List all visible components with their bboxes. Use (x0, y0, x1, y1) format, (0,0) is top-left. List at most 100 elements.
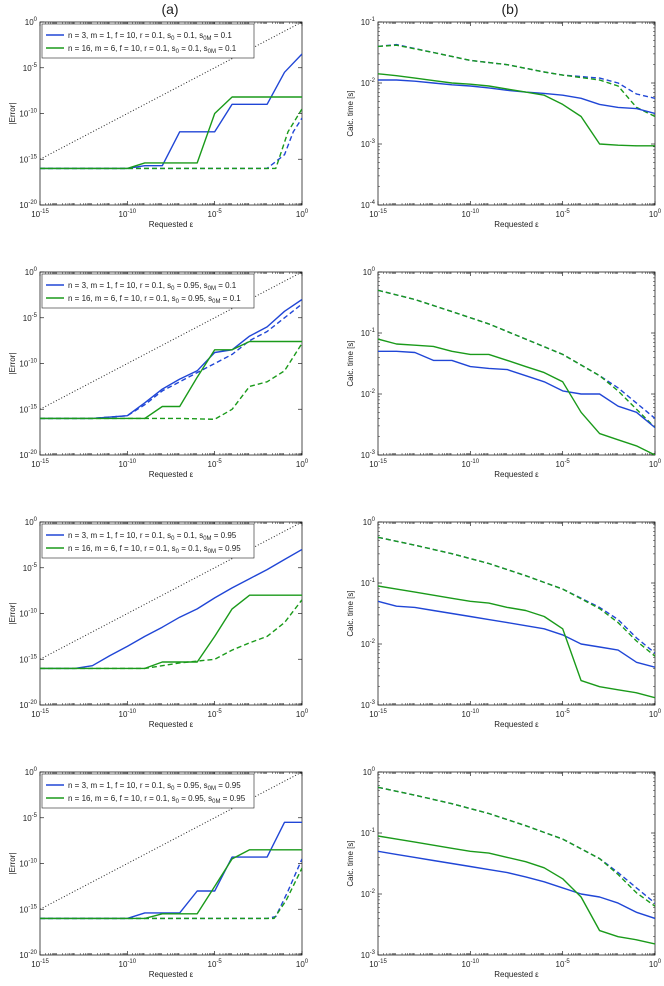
y-tick-label: 10-1 (361, 578, 376, 588)
x-tick-label: 10-15 (369, 959, 387, 969)
x-axis-label: Requested ε (494, 470, 539, 479)
x-axis-label: Requested ε (149, 720, 194, 729)
x-tick-label: 10-5 (208, 459, 223, 469)
y-tick-label: 10-1 (361, 17, 376, 27)
y-tick-label: 10-3 (361, 139, 376, 149)
y-axis-label: Calc. time [s] (346, 90, 355, 136)
x-tick-label: 10-5 (208, 709, 223, 719)
series-line-reference (40, 272, 302, 410)
y-axis-label: |Error| (8, 853, 17, 875)
x-tick-label: 10-10 (119, 709, 137, 719)
series-line-blue-solid (378, 350, 655, 429)
series-line-green-dashed (378, 536, 655, 657)
x-tick-label: 10-15 (31, 209, 49, 219)
y-tick-label: 10-10 (19, 859, 37, 869)
x-tick-label: 100 (649, 959, 662, 969)
y-axis-label: |Error| (8, 103, 17, 125)
series-line-green-dashed (378, 289, 655, 429)
x-tick-label: 10-5 (208, 209, 223, 219)
chart-panel-1a: 10-15 10-10 10-5 10010-2010-1510-1010-5100R… (8, 17, 309, 229)
y-tick-label: 10-20 (19, 200, 37, 210)
x-tick-label: 100 (296, 709, 309, 719)
x-tick-label: 100 (649, 459, 662, 469)
y-tick-label: 10-1 (361, 828, 376, 838)
y-tick-label: 10-2 (361, 78, 376, 88)
y-tick-label: 10-20 (19, 950, 37, 960)
y-tick-label: 100 (363, 767, 376, 777)
y-tick-label: 10-2 (361, 889, 376, 899)
y-tick-label: 10-4 (361, 200, 376, 210)
y-tick-label: 10-15 (19, 904, 37, 914)
x-tick-label: 10-5 (208, 959, 223, 969)
x-tick-label: 100 (649, 209, 662, 219)
x-tick-label: 10-15 (369, 459, 387, 469)
x-tick-label: 100 (296, 959, 309, 969)
series-line-blue-solid (40, 548, 302, 670)
x-tick-label: 10-15 (31, 959, 49, 969)
y-tick-label: 100 (363, 267, 376, 277)
legend-entry: n = 16, m = 6, f = 10, r = 0.1, s0 = 0.9… (68, 794, 246, 805)
legend-entry: n = 16, m = 6, f = 10, r = 0.1, s0 = 0.9… (68, 294, 241, 305)
plot-area-frame (377, 771, 656, 956)
x-tick-label: 10-10 (119, 959, 137, 969)
y-tick-label: 100 (25, 267, 38, 277)
legend-entry: n = 3, m = 1, f = 10, r = 0.1, s0 = 0.1,… (68, 531, 237, 542)
x-tick-label: 100 (296, 209, 309, 219)
y-tick-label: 100 (363, 517, 376, 527)
series-line-blue-solid (40, 53, 302, 170)
y-tick-label: 10-5 (23, 63, 38, 73)
series-line-blue-solid (378, 850, 655, 920)
y-tick-label: 10-3 (361, 700, 376, 710)
series-line-reference (40, 772, 302, 910)
x-tick-label: 10-5 (556, 709, 571, 719)
x-tick-label: 10-15 (31, 709, 49, 719)
column-label-a: (a) (161, 1, 178, 17)
y-tick-label: 100 (25, 767, 38, 777)
y-tick-label: 10-15 (19, 654, 37, 664)
legend-box (41, 773, 255, 809)
y-tick-label: 100 (25, 517, 38, 527)
y-axis-label: Calc. time [s] (346, 840, 355, 886)
y-tick-label: 100 (25, 17, 38, 27)
x-tick-label: 10-15 (369, 209, 387, 219)
x-axis-label: Requested ε (494, 220, 539, 229)
chart-panel-2a: 10-15 10-10 10-5 10010-2010-1510-1010-5100R… (8, 267, 309, 479)
plot-area-frame (377, 521, 656, 706)
y-axis-label: Calc. time [s] (346, 340, 355, 386)
series-line-blue-solid (40, 298, 302, 420)
x-tick-label: 10-10 (462, 959, 480, 969)
series-line-green-solid (378, 73, 655, 147)
legend-entry: n = 3, m = 1, f = 10, r = 0.1, s0 = 0.1,… (68, 31, 232, 42)
y-tick-label: 10-5 (23, 313, 38, 323)
series-line-green-dashed (40, 343, 302, 420)
chart-panel-4a: 10-15 10-10 10-5 10010-2010-1510-1010-5100R… (8, 767, 309, 979)
x-axis-label: Requested ε (149, 470, 194, 479)
legend-entry: n = 16, m = 6, f = 10, r = 0.1, s0 = 0.1… (68, 44, 237, 55)
series-line-blue-solid (40, 821, 302, 920)
x-axis-label: Requested ε (494, 720, 539, 729)
chart-panel-4b: 10-15 10-10 10-5 100 10-3 10-2 10-1 100 Requeste… (346, 767, 662, 979)
legend-box (41, 523, 255, 559)
y-tick-label: 10-1 (361, 328, 376, 338)
x-axis-label: Requested ε (149, 970, 194, 979)
column-label-b: (b) (501, 1, 518, 17)
x-tick-label: 10-10 (119, 209, 137, 219)
legend-box (41, 23, 255, 59)
series-line-green-dashed (40, 108, 302, 170)
y-tick-label: 10-10 (19, 109, 37, 119)
series-line-reference (40, 522, 302, 660)
y-axis-label: Calc. time [s] (346, 590, 355, 636)
x-tick-label: 10-15 (31, 459, 49, 469)
legend-entry: n = 3, m = 1, f = 10, r = 0.1, s0 = 0.95… (68, 781, 241, 792)
series-line-blue-dashed (40, 303, 302, 420)
x-tick-label: 10-10 (462, 709, 480, 719)
series-line-reference (40, 22, 302, 160)
y-tick-label: 10-15 (19, 404, 37, 414)
series-line-green-dashed (40, 599, 302, 670)
series-line-green-dashed (378, 44, 655, 118)
series-line-green-solid (378, 585, 655, 699)
chart-panel-1b: 10-15 10-10 10-5 100 10-4 10-3 10-2 10-1 Request… (346, 17, 662, 229)
series-line-green-solid (40, 849, 302, 920)
x-tick-label: 10-5 (556, 459, 571, 469)
